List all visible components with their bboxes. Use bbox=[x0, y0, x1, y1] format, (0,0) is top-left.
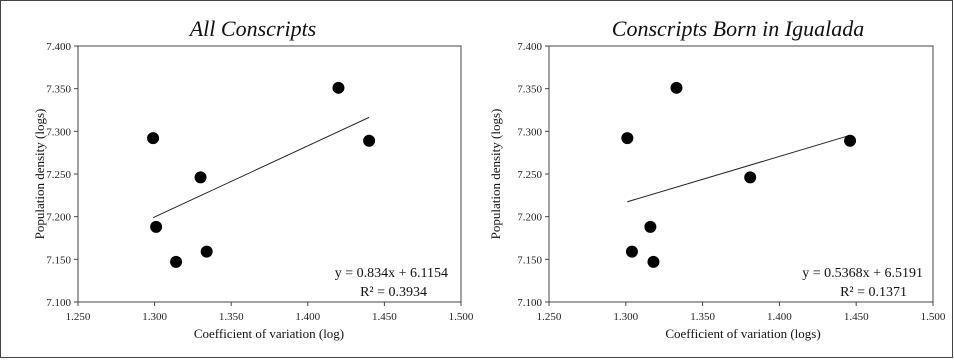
data-point bbox=[200, 245, 213, 258]
data-point bbox=[363, 134, 376, 147]
data-point bbox=[150, 220, 163, 233]
x-axis-title: Coefficient of variation (log) bbox=[194, 326, 344, 341]
y-tick-label: 7.400 bbox=[46, 41, 71, 53]
y-tick-label: 7.300 bbox=[46, 126, 71, 138]
trendline-equation: y = 0.5368x + 6.5191 bbox=[802, 266, 923, 281]
data-point bbox=[332, 81, 345, 94]
plot-area: 7.100 7.150 7.200 7.250 7.300 7.350 7.400 1.250… bbox=[46, 41, 474, 323]
x-tick-label: 1.350 bbox=[219, 311, 244, 323]
y-tick-label: 7.250 bbox=[517, 169, 542, 181]
y-axis-title: Population density (logs) bbox=[32, 109, 47, 240]
trendline bbox=[627, 134, 851, 203]
data-point bbox=[844, 134, 857, 147]
x-axis-title: Coefficient of variation (logs) bbox=[665, 326, 820, 341]
data-point bbox=[170, 255, 183, 268]
chart-panel-all-conscripts: All Conscripts Population density (logs)… bbox=[32, 16, 474, 341]
x-tick-label: 1.250 bbox=[537, 311, 562, 323]
x-tick-label: 1.500 bbox=[921, 311, 946, 323]
y-tick-label: 7.250 bbox=[46, 169, 71, 181]
x-tick-label: 1.450 bbox=[844, 311, 869, 323]
y-tick-label: 7.100 bbox=[46, 297, 71, 309]
y-tick-label: 7.200 bbox=[46, 212, 71, 224]
data-point bbox=[744, 171, 757, 184]
y-tick-label: 7.400 bbox=[517, 41, 542, 53]
data-point bbox=[147, 132, 160, 145]
r-squared-label: R² = 0.1371 bbox=[840, 285, 907, 300]
data-point bbox=[621, 132, 634, 145]
trendline-equation: y = 0.834x + 6.1154 bbox=[335, 266, 448, 281]
y-axis-title: Population density (logs) bbox=[488, 109, 503, 240]
data-point bbox=[644, 220, 657, 233]
data-point bbox=[194, 171, 207, 184]
y-tick-label: 7.300 bbox=[517, 126, 542, 138]
data-point bbox=[647, 255, 660, 268]
panel-title: Conscripts Born in Igualada bbox=[612, 16, 864, 41]
r-squared-label: R² = 0.3934 bbox=[360, 285, 427, 300]
y-tick-label: 7.350 bbox=[46, 84, 71, 96]
x-tick-label: 1.400 bbox=[767, 311, 792, 323]
x-tick-label: 1.500 bbox=[449, 311, 474, 323]
x-tick-label: 1.300 bbox=[142, 311, 167, 323]
x-tick-label: 1.350 bbox=[690, 311, 715, 323]
x-tick-label: 1.300 bbox=[613, 311, 638, 323]
y-tick-label: 7.100 bbox=[517, 297, 542, 309]
chart-panel-igualada: Conscripts Born in Igualada Population d… bbox=[488, 16, 946, 341]
y-tick-label: 7.200 bbox=[517, 212, 542, 224]
panel-title: All Conscripts bbox=[188, 16, 317, 41]
plot-area: 7.100 7.150 7.200 7.250 7.300 7.350 7.400 1.250… bbox=[517, 41, 946, 323]
data-point bbox=[625, 245, 638, 258]
data-point bbox=[670, 81, 683, 94]
x-tick-label: 1.450 bbox=[372, 311, 397, 323]
y-tick-label: 7.150 bbox=[517, 254, 542, 266]
x-tick-label: 1.250 bbox=[66, 311, 91, 323]
y-tick-label: 7.350 bbox=[517, 84, 542, 96]
y-tick-label: 7.150 bbox=[46, 254, 71, 266]
trendline bbox=[152, 116, 370, 219]
x-tick-label: 1.400 bbox=[295, 311, 320, 323]
